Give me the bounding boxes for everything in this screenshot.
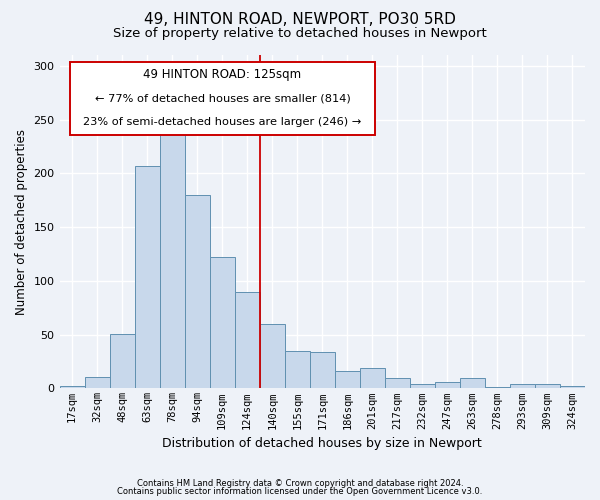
Bar <box>335 371 360 388</box>
Bar <box>310 352 335 389</box>
Text: 23% of semi-detached houses are larger (246) →: 23% of semi-detached houses are larger (… <box>83 117 362 127</box>
Bar <box>535 384 560 388</box>
Bar <box>510 384 535 388</box>
Bar <box>235 292 260 388</box>
Bar <box>560 386 585 388</box>
Text: 49, HINTON ROAD, NEWPORT, PO30 5RD: 49, HINTON ROAD, NEWPORT, PO30 5RD <box>144 12 456 28</box>
Bar <box>160 132 185 388</box>
Bar <box>410 384 435 388</box>
Text: Contains HM Land Registry data © Crown copyright and database right 2024.: Contains HM Land Registry data © Crown c… <box>137 478 463 488</box>
Bar <box>134 166 160 388</box>
Text: 49 HINTON ROAD: 125sqm: 49 HINTON ROAD: 125sqm <box>143 68 301 82</box>
Bar <box>435 382 460 388</box>
Text: Size of property relative to detached houses in Newport: Size of property relative to detached ho… <box>113 28 487 40</box>
Y-axis label: Number of detached properties: Number of detached properties <box>15 128 28 314</box>
Bar <box>260 324 285 388</box>
Bar <box>460 378 485 388</box>
FancyBboxPatch shape <box>70 62 375 135</box>
Bar <box>385 378 410 388</box>
Bar <box>110 334 134 388</box>
Bar <box>209 257 235 388</box>
Bar <box>85 376 110 388</box>
Text: ← 77% of detached houses are smaller (814): ← 77% of detached houses are smaller (81… <box>95 94 350 104</box>
Bar <box>360 368 385 388</box>
Bar <box>185 195 209 388</box>
Text: Contains public sector information licensed under the Open Government Licence v3: Contains public sector information licen… <box>118 487 482 496</box>
X-axis label: Distribution of detached houses by size in Newport: Distribution of detached houses by size … <box>163 437 482 450</box>
Bar <box>285 350 310 389</box>
Bar <box>59 386 85 388</box>
